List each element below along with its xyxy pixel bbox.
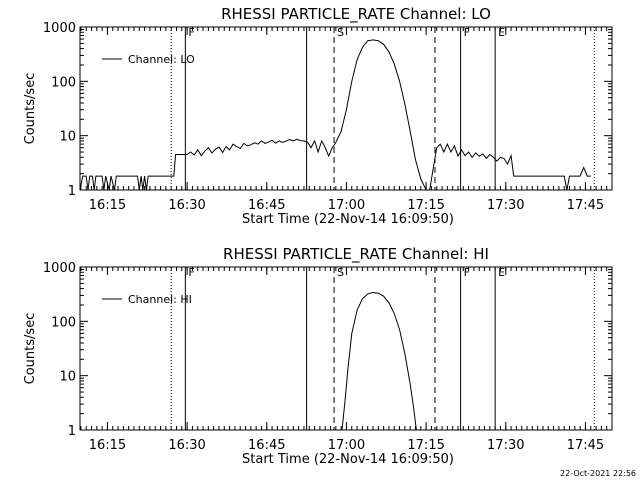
x-axis-label: Start Time (22-Nov-14 16:09:50)	[242, 452, 454, 467]
x-tick-label: 17:45	[567, 438, 604, 453]
x-tick-label: 17:45	[567, 198, 604, 213]
chart-title: RHESSI PARTICLE_RATE Channel: HI	[223, 245, 489, 264]
y-tick-label: 1	[68, 424, 76, 439]
event-marker-label: S	[337, 26, 344, 39]
y-tick-label: 100	[51, 75, 76, 90]
series-line	[341, 291, 417, 431]
x-tick-label: 16:15	[89, 198, 126, 213]
x-tick-label: 16:45	[248, 438, 285, 453]
y-tick-label: 1	[68, 184, 76, 199]
x-tick-label: 17:30	[487, 438, 524, 453]
event-marker-label: E	[498, 26, 505, 39]
event-marker-label: E	[498, 266, 505, 279]
y-tick-label: 10	[59, 370, 76, 385]
event-marker-label: F	[188, 26, 194, 39]
x-tick-label: 17:15	[407, 198, 444, 213]
y-axis-label: Counts/sec	[23, 73, 38, 145]
x-tick-label: 16:15	[89, 438, 126, 453]
x-tick-label: 16:30	[168, 198, 205, 213]
event-marker-label: F	[464, 26, 470, 39]
y-tick-label: 10	[59, 130, 76, 145]
x-tick-label: 17:15	[407, 438, 444, 453]
x-axis-label: Start Time (22-Nov-14 16:09:50)	[242, 212, 454, 227]
x-tick-label: 17:00	[328, 198, 365, 213]
event-marker-label: F	[464, 266, 470, 279]
y-axis-label: Counts/sec	[23, 313, 38, 385]
y-tick-label: 100	[51, 315, 76, 330]
chart-panel-1: RHESSI PARTICLE_RATE Channel: LO 1 10 100 10…	[23, 5, 613, 227]
x-tick-label: 16:45	[248, 198, 285, 213]
footer-timestamp: 22-Oct-2021 22:56	[560, 469, 636, 478]
x-tick-label: 16:30	[168, 438, 205, 453]
x-tick-label: 17:30	[487, 198, 524, 213]
plot-frame	[79, 26, 613, 191]
y-tick-label: 1000	[43, 261, 76, 276]
legend-label: Channel: HI	[128, 293, 192, 306]
chart-panel-2: RHESSI PARTICLE_RATE Channel: HI 1 10 100 10…	[23, 245, 613, 467]
chart-title: RHESSI PARTICLE_RATE Channel: LO	[221, 5, 491, 24]
event-marker-label: F	[188, 266, 194, 279]
y-tick-label: 1000	[43, 21, 76, 36]
plot-frame	[79, 266, 613, 431]
event-marker-label: S	[337, 266, 344, 279]
x-tick-label: 17:00	[328, 438, 365, 453]
series-line	[79, 39, 591, 191]
legend-label: Channel: LO	[128, 53, 195, 66]
